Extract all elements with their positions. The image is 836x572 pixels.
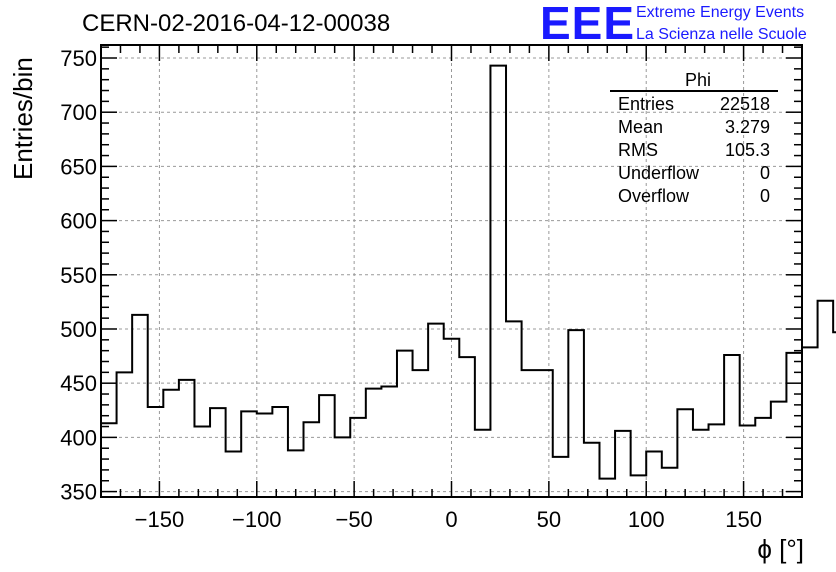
histogram-bin: [755, 418, 771, 497]
histogram-bin: [148, 407, 164, 497]
histogram-bin: [210, 408, 226, 497]
histogram-bin: [179, 380, 195, 497]
histogram-bin: [537, 370, 553, 497]
y-tick-label: 450: [60, 371, 97, 396]
histogram-bin: [786, 353, 802, 497]
histogram-bin: [163, 390, 179, 497]
histogram-bin: [615, 431, 631, 497]
stats-label: Overflow: [618, 186, 690, 206]
x-tick-label: 0: [445, 507, 457, 532]
stats-value: 105.3: [724, 140, 770, 160]
y-tick-label: 550: [60, 263, 97, 288]
histogram-bin: [553, 457, 569, 497]
y-tick-label: 650: [60, 154, 97, 179]
histogram-step-line: [100, 64, 836, 497]
histogram-bin: [350, 418, 366, 497]
histogram-bin: [319, 395, 335, 497]
histogram-bin: [475, 430, 491, 497]
histogram-bin: [101, 423, 117, 497]
histogram-bin: [428, 324, 444, 497]
histogram-bin: [522, 370, 538, 497]
y-tick-label: 700: [60, 100, 97, 125]
stats-divider: [610, 90, 778, 92]
y-tick-label: 500: [60, 317, 97, 342]
stats-row-underflow: Underflow 0: [610, 163, 778, 186]
histogram-bin: [677, 409, 693, 497]
stats-value: 3.279: [724, 117, 770, 137]
histogram-bin: [381, 386, 397, 497]
histogram-bin: [506, 321, 522, 497]
logo-line-2: La Scienza nelle Scuole: [636, 26, 807, 43]
y-tick-label: 350: [60, 480, 97, 505]
chart-title: CERN-02-2016-04-12-00038: [82, 10, 391, 37]
histogram-bin: [335, 437, 351, 497]
histogram-bin: [194, 427, 210, 497]
stats-histogram-name: Phi: [684, 70, 711, 90]
histogram-bin: [662, 468, 678, 497]
stats-value: 0: [759, 186, 770, 206]
histogram-bin: [771, 402, 787, 497]
histogram-bin: [366, 389, 382, 497]
histogram-bin: [584, 443, 600, 497]
stats-label: Underflow: [618, 163, 700, 183]
x-tick-label: −50: [335, 507, 372, 532]
stats-label: Entries: [618, 94, 675, 114]
x-tick-label: 150: [725, 507, 762, 532]
histogram-bin: [257, 414, 273, 497]
histogram-bin: [490, 66, 506, 497]
stats-row-mean: Mean 3.279: [610, 117, 778, 140]
x-tick-label: 100: [628, 507, 665, 532]
y-tick-label: 600: [60, 209, 97, 234]
x-tick-label: −150: [135, 507, 185, 532]
histogram-bin: [444, 339, 460, 497]
stats-row-overflow: Overflow 0: [610, 186, 778, 209]
histogram-bin: [740, 425, 756, 497]
histogram-bin: [226, 451, 242, 497]
x-tick-label: −100: [232, 507, 282, 532]
histogram-bin: [818, 301, 834, 497]
histogram-bin: [397, 351, 413, 497]
histogram-bin: [709, 424, 725, 497]
histogram-bin: [272, 407, 288, 497]
histogram-bin: [568, 330, 584, 497]
histogram-bin: [693, 430, 709, 497]
y-axis-label: Entries/bin: [8, 57, 38, 180]
histogram-bin: [132, 315, 148, 497]
stats-value: 0: [759, 163, 770, 183]
stats-label: RMS: [618, 140, 658, 160]
histogram-bin: [802, 347, 818, 497]
histogram-bin: [304, 422, 320, 497]
stats-row-rms: RMS 105.3: [610, 140, 778, 163]
histogram-bin: [413, 370, 429, 497]
histogram-bin: [117, 372, 133, 497]
stats-value: 22518: [719, 94, 770, 114]
y-tick-label: 400: [60, 425, 97, 450]
x-tick-label: 50: [537, 507, 561, 532]
eee-logo: EEE: [540, 0, 636, 49]
stats-box: Phi Entries 22518 Mean 3.279 RMS 105.3 U…: [610, 70, 778, 209]
logo-line-1: Extreme Energy Events: [636, 4, 805, 21]
y-tick-label: 750: [60, 46, 97, 71]
stats-label: Mean: [618, 117, 664, 137]
histogram-bin: [646, 451, 662, 497]
x-axis-label: ϕ [°]: [757, 534, 804, 564]
histogram-bin: [724, 355, 740, 497]
stats-row-entries: Entries 22518: [610, 94, 778, 117]
histogram-bin: [631, 475, 647, 497]
histogram-bin: [241, 411, 257, 497]
histogram-bin: [459, 357, 475, 497]
